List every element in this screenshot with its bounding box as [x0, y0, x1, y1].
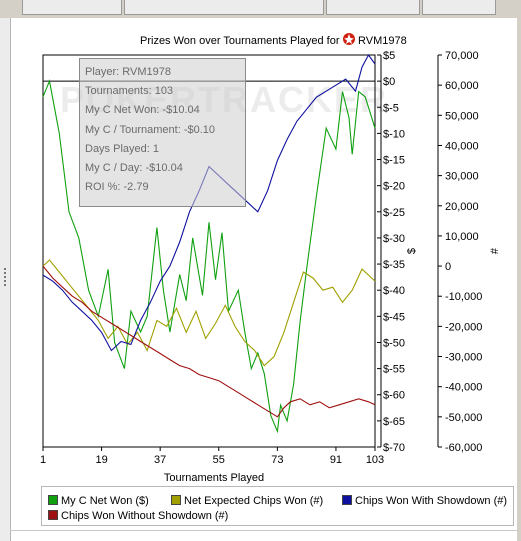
- legend-swatch: [48, 510, 58, 520]
- legend-item-without-showdown[interactable]: Chips Won Without Showdown (#): [48, 509, 228, 523]
- chips-tick-label: 0: [445, 261, 451, 273]
- grip-dot: [4, 280, 6, 282]
- series-line-0: [42, 79, 376, 434]
- grip-dot: [4, 272, 6, 274]
- chips-tick-label: 10,000: [445, 231, 479, 243]
- legend-swatch: [342, 495, 352, 505]
- chips-tick-label: -60,000: [445, 442, 482, 454]
- legend-label: My C Net Won ($): [61, 495, 149, 507]
- toolbar-tab[interactable]: [124, 0, 324, 15]
- right-border: [517, 18, 521, 541]
- chips-tick-label: 30,000: [445, 171, 479, 183]
- x-tick-label: 91: [330, 454, 342, 466]
- top-toolbar-strip: [0, 0, 521, 18]
- x-tick-label: 55: [213, 454, 225, 466]
- tooltip-net-won: My C Net Won: -$10.04: [85, 104, 200, 117]
- dollar-tick-label: $-25: [383, 207, 405, 219]
- series-line-1: [42, 259, 376, 367]
- splitter-handle[interactable]: [0, 18, 11, 541]
- dollar-axis-label: $: [406, 248, 418, 254]
- dollar-tick-label: $-30: [383, 233, 405, 245]
- x-tick-label: 37: [154, 454, 166, 466]
- tooltip-player: Player: RVM1978: [85, 66, 172, 78]
- chips-tick-label: 20,000: [445, 201, 479, 213]
- grip-dot: [4, 284, 6, 286]
- legend-label: Chips Won Without Showdown (#): [61, 510, 229, 522]
- x-tick-label: 1: [40, 454, 46, 466]
- player-name: RVM1978: [358, 35, 407, 47]
- legend-swatch: [171, 495, 181, 505]
- dollar-tick-label: $-70: [383, 442, 405, 454]
- tooltip-per-day: My C / Day: -$10.04: [85, 161, 183, 174]
- x-tick-label: 19: [95, 454, 107, 466]
- toolbar-tab[interactable]: [422, 0, 496, 15]
- chips-tick-label: -30,000: [445, 352, 482, 364]
- dollar-tick-label: $-20: [383, 181, 405, 193]
- chips-tick-label: 60,000: [445, 80, 479, 92]
- chips-tick-label: 70,000: [445, 50, 479, 62]
- dollar-tick-label: $-15: [383, 155, 405, 167]
- dollar-tick-label: $-55: [383, 364, 405, 376]
- chips-tick-label: -50,000: [445, 412, 482, 424]
- chips-tick-label: -20,000: [445, 321, 482, 333]
- series-line-3: [42, 265, 376, 418]
- pokerstars-logo-icon: [343, 33, 355, 45]
- grip-dot: [4, 268, 6, 270]
- stats-tooltip: Player: RVM1978 Tournaments: 103 My C Ne…: [79, 58, 246, 207]
- chart-legend: My C Net Won ($) Net Expected Chips Won …: [41, 486, 514, 526]
- dollar-tick-label: $-10: [383, 128, 405, 140]
- dollar-tick-label: $5: [383, 50, 395, 62]
- dollar-tick-label: $-65: [383, 416, 405, 428]
- legend-item-net-won[interactable]: My C Net Won ($): [48, 494, 149, 508]
- bottom-border: [10, 530, 517, 531]
- chips-tick-label: 50,000: [445, 110, 479, 122]
- toolbar-tab[interactable]: [22, 0, 122, 15]
- chips-axis-label: #: [489, 247, 501, 254]
- x-tick-label: 73: [271, 454, 283, 466]
- axes: $5 $0 $-5 $-10 $-15 $-20 $-25 $-30 $-35 $-40 $-45 $…: [40, 50, 501, 484]
- legend-label: Chips Won With Showdown (#): [355, 495, 508, 507]
- legend-item-showdown[interactable]: Chips Won With Showdown (#): [342, 494, 507, 508]
- chips-tick-label: -10,000: [445, 291, 482, 303]
- legend-swatch: [48, 495, 58, 505]
- chart-title-group: Prizes Won over Tournaments Played for R…: [140, 33, 407, 47]
- plot-border: [42, 54, 376, 448]
- dollar-tick-label: $0: [383, 76, 395, 88]
- chips-tick-label: -40,000: [445, 382, 482, 394]
- chart-title: Prizes Won over Tournaments Played for: [140, 35, 340, 47]
- dollar-tick-label: $-5: [383, 102, 399, 114]
- x-tick-label: 103: [366, 454, 384, 466]
- chips-tick-label: 40,000: [445, 140, 479, 152]
- tooltip-days-played: Days Played: 1: [85, 142, 159, 155]
- dollar-tick-label: $-60: [383, 390, 405, 402]
- toolbar-tab[interactable]: [326, 0, 420, 15]
- tooltip-tournaments: Tournaments: 103: [85, 85, 174, 98]
- x-axis-label: Tournaments Played: [164, 472, 264, 484]
- tooltip-roi: ROI %: -2.79: [85, 181, 149, 194]
- dollar-tick-label: $-40: [383, 285, 405, 297]
- legend-label: Net Expected Chips Won (#): [184, 495, 324, 507]
- legend-item-expected-chips[interactable]: Net Expected Chips Won (#): [171, 494, 323, 508]
- tooltip-per-tournament: My C / Tournament: -$0.10: [85, 123, 216, 136]
- dollar-tick-label: $-50: [383, 337, 405, 349]
- dollar-tick-label: $-45: [383, 311, 405, 323]
- dollar-tick-label: $-35: [383, 259, 405, 271]
- grip-dot: [4, 276, 6, 278]
